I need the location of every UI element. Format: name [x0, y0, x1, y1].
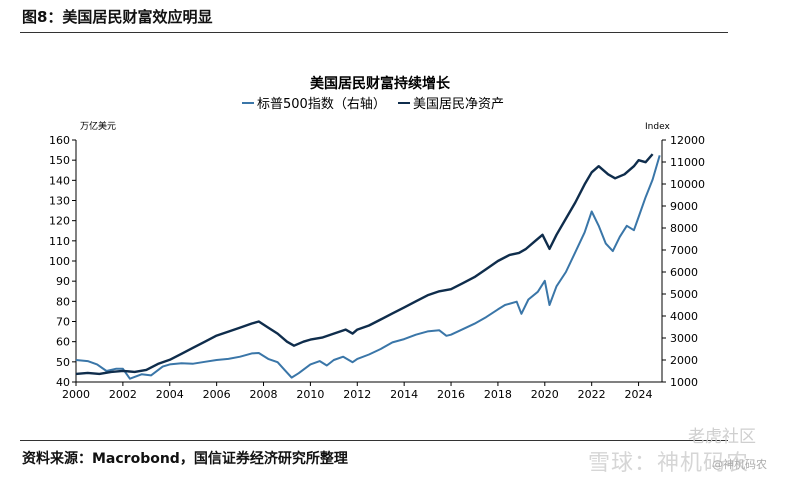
series-line-sp500: [75, 155, 661, 380]
right-tick-label: 4000: [670, 310, 698, 323]
x-tick-label: 2024: [625, 388, 653, 401]
left-tick-label: 40: [56, 376, 70, 389]
left-tick-label: 140: [49, 174, 70, 187]
left-tick-label: 80: [56, 295, 70, 308]
bottom-rule: [20, 440, 728, 441]
right-tick-label: 8000: [670, 222, 698, 235]
left-tick-label: 150: [49, 154, 70, 167]
x-tick-label: 2018: [484, 388, 512, 401]
right-tick-label: 5000: [670, 288, 698, 301]
left-tick-label: 100: [49, 255, 70, 268]
right-tick-label: 3000: [670, 332, 698, 345]
left-axis-label: 万亿美元: [80, 120, 116, 132]
x-tick-label: 2002: [109, 388, 137, 401]
left-tick-label: 50: [56, 356, 70, 369]
right-tick-label: 11000: [670, 156, 705, 169]
left-tick-label: 60: [56, 336, 70, 349]
watermark-logo: 雪球：神机码农: [588, 451, 750, 476]
x-tick-label: 2012: [343, 388, 371, 401]
right-tick-label: 9000: [670, 200, 698, 213]
left-tick-label: 120: [49, 215, 70, 228]
source-note: 资料来源：Macrobond，国信证券经济研究所整理: [22, 451, 348, 467]
figure-title: 图8：美国居民财富效应明显: [22, 8, 213, 26]
watermark-user: @神机码农: [712, 458, 767, 471]
left-tick-label: 70: [56, 316, 70, 329]
legend-label-net-worth: 美国居民净资产: [413, 97, 504, 112]
x-tick-label: 2020: [531, 388, 559, 401]
left-tick-label: 130: [49, 195, 70, 208]
chart-title: 美国居民财富持续增长: [310, 75, 451, 92]
x-tick-label: 2004: [156, 388, 184, 401]
right-axis-label: Index: [645, 122, 670, 132]
top-rule: [20, 32, 728, 33]
right-tick-label: 6000: [670, 266, 698, 279]
right-tick-label: 2000: [670, 354, 698, 367]
legend-label-sp500: 标普500指数（右轴）: [257, 97, 386, 112]
x-tick-label: 2014: [390, 388, 418, 401]
right-tick-label: 1000: [670, 376, 698, 389]
watermark-community: 老虎社区: [688, 427, 756, 447]
series-line-net-worth: [75, 153, 654, 376]
left-tick-label: 160: [49, 134, 70, 147]
right-tick-label: 12000: [670, 134, 705, 147]
x-tick-label: 2000: [62, 388, 90, 401]
x-tick-label: 2006: [203, 388, 231, 401]
x-tick-label: 2008: [250, 388, 278, 401]
x-tick-label: 2016: [437, 388, 465, 401]
left-tick-label: 90: [56, 275, 70, 288]
left-tick-label: 110: [49, 235, 70, 248]
x-tick-label: 2022: [578, 388, 606, 401]
x-tick-label: 2010: [296, 388, 324, 401]
right-tick-label: 7000: [670, 244, 698, 257]
right-tick-label: 10000: [670, 178, 705, 191]
